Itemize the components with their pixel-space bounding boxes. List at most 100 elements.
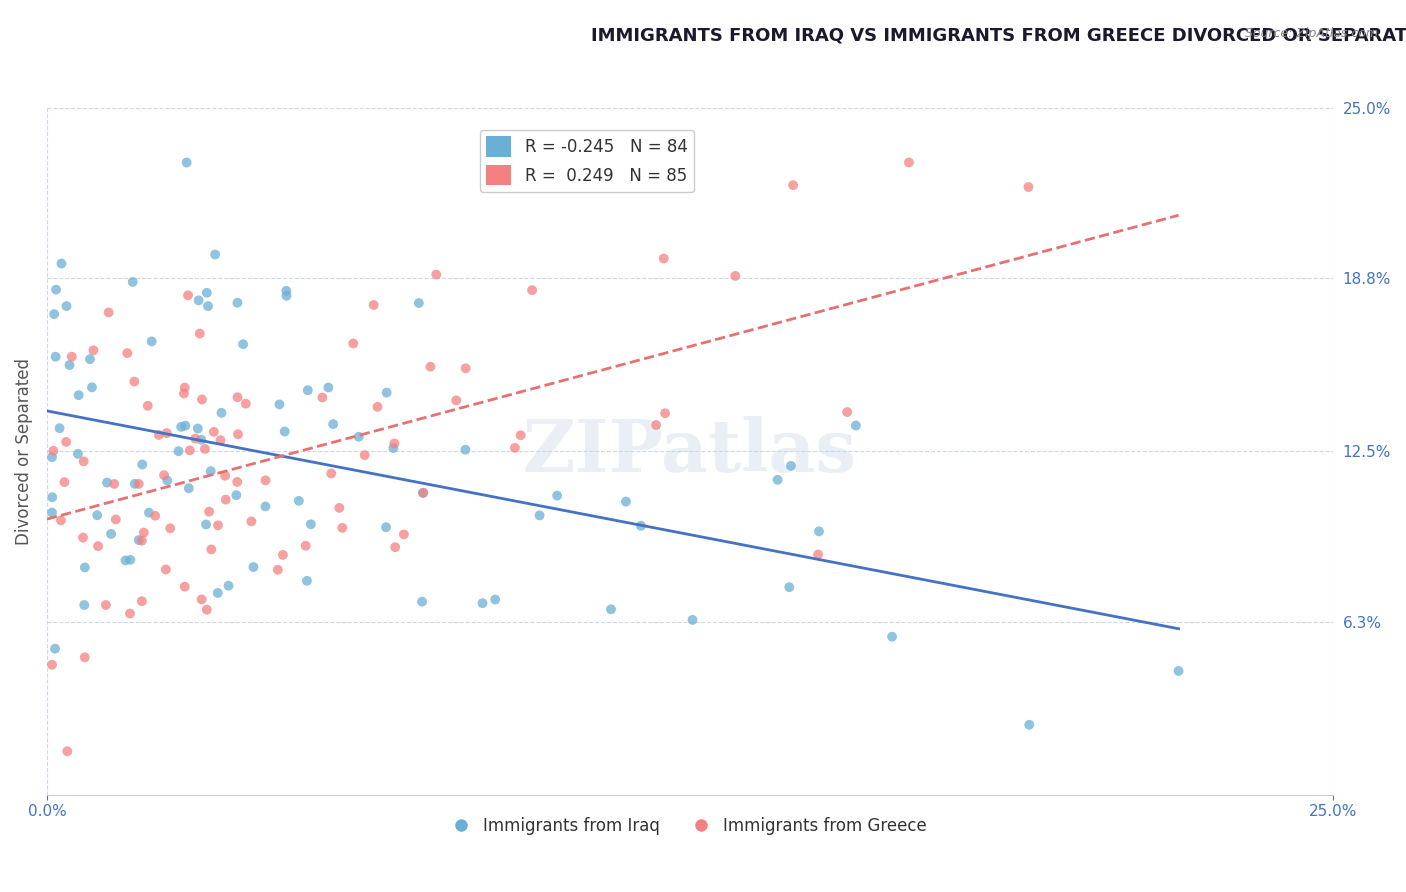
Point bbox=[42, 443, 65, 458]
Point bbox=[148, 428, 170, 442]
Point bbox=[546, 489, 568, 503]
Point bbox=[600, 602, 623, 616]
Point bbox=[211, 406, 233, 420]
Point bbox=[100, 527, 122, 541]
Point bbox=[363, 298, 385, 312]
Point bbox=[58, 358, 80, 372]
Point bbox=[353, 448, 375, 462]
Point bbox=[188, 326, 211, 341]
Point bbox=[419, 359, 441, 374]
Point bbox=[55, 434, 77, 449]
Point bbox=[124, 375, 146, 389]
Point bbox=[375, 385, 398, 400]
Point bbox=[724, 268, 747, 283]
Point bbox=[187, 421, 209, 435]
Point bbox=[187, 293, 209, 308]
Point bbox=[195, 517, 218, 532]
Point bbox=[184, 432, 207, 446]
Point bbox=[87, 539, 110, 553]
Point bbox=[780, 458, 803, 473]
Point bbox=[176, 155, 198, 169]
Point bbox=[645, 417, 668, 432]
Point bbox=[226, 295, 249, 310]
Point bbox=[128, 477, 150, 491]
Point bbox=[509, 428, 531, 442]
Point bbox=[384, 540, 406, 554]
Point bbox=[86, 508, 108, 523]
Point bbox=[170, 420, 193, 434]
Point bbox=[41, 490, 63, 504]
Point bbox=[218, 579, 240, 593]
Point bbox=[347, 430, 370, 444]
Point bbox=[1167, 664, 1189, 678]
Point bbox=[197, 299, 219, 313]
Point bbox=[322, 417, 344, 431]
Point bbox=[82, 343, 104, 358]
Text: Source: ZipAtlas.com: Source: ZipAtlas.com bbox=[1244, 27, 1378, 40]
Point bbox=[242, 560, 264, 574]
Point bbox=[207, 586, 229, 600]
Point bbox=[97, 305, 120, 319]
Point bbox=[45, 350, 67, 364]
Point bbox=[240, 514, 263, 528]
Point bbox=[204, 247, 226, 261]
Point bbox=[330, 521, 353, 535]
Point bbox=[55, 299, 77, 313]
Point bbox=[131, 594, 153, 608]
Point bbox=[384, 436, 406, 450]
Point bbox=[652, 252, 675, 266]
Point bbox=[195, 285, 218, 300]
Point bbox=[198, 505, 221, 519]
Point bbox=[179, 443, 201, 458]
Point bbox=[173, 580, 195, 594]
Point bbox=[454, 361, 477, 376]
Point bbox=[392, 527, 415, 541]
Point bbox=[271, 548, 294, 562]
Point bbox=[190, 433, 212, 447]
Point bbox=[56, 744, 79, 758]
Point bbox=[276, 284, 298, 298]
Point bbox=[103, 477, 125, 491]
Point bbox=[425, 268, 447, 282]
Point bbox=[328, 500, 350, 515]
Point bbox=[412, 485, 434, 500]
Point bbox=[195, 603, 218, 617]
Point bbox=[94, 598, 117, 612]
Point bbox=[254, 473, 277, 487]
Point bbox=[51, 256, 73, 270]
Point bbox=[471, 596, 494, 610]
Point bbox=[136, 399, 159, 413]
Point bbox=[117, 346, 139, 360]
Point bbox=[408, 296, 430, 310]
Point bbox=[444, 393, 467, 408]
Point bbox=[72, 454, 94, 468]
Point bbox=[173, 381, 195, 395]
Point bbox=[120, 553, 142, 567]
Point bbox=[44, 307, 66, 321]
Point bbox=[177, 288, 200, 302]
Point bbox=[766, 473, 789, 487]
Point bbox=[67, 388, 90, 402]
Point bbox=[53, 475, 76, 490]
Point bbox=[159, 521, 181, 535]
Point bbox=[177, 481, 200, 495]
Point bbox=[1018, 717, 1040, 731]
Point bbox=[614, 494, 637, 508]
Point bbox=[131, 533, 153, 548]
Point bbox=[215, 492, 238, 507]
Point bbox=[44, 641, 66, 656]
Point bbox=[297, 383, 319, 397]
Point bbox=[880, 630, 903, 644]
Point bbox=[778, 580, 800, 594]
Point bbox=[484, 592, 506, 607]
Point bbox=[124, 476, 146, 491]
Point bbox=[121, 275, 143, 289]
Point bbox=[897, 155, 920, 169]
Point bbox=[72, 531, 94, 545]
Point bbox=[226, 427, 249, 442]
Point bbox=[454, 442, 477, 457]
Point bbox=[267, 563, 290, 577]
Point bbox=[837, 405, 859, 419]
Point bbox=[276, 289, 298, 303]
Point bbox=[45, 283, 67, 297]
